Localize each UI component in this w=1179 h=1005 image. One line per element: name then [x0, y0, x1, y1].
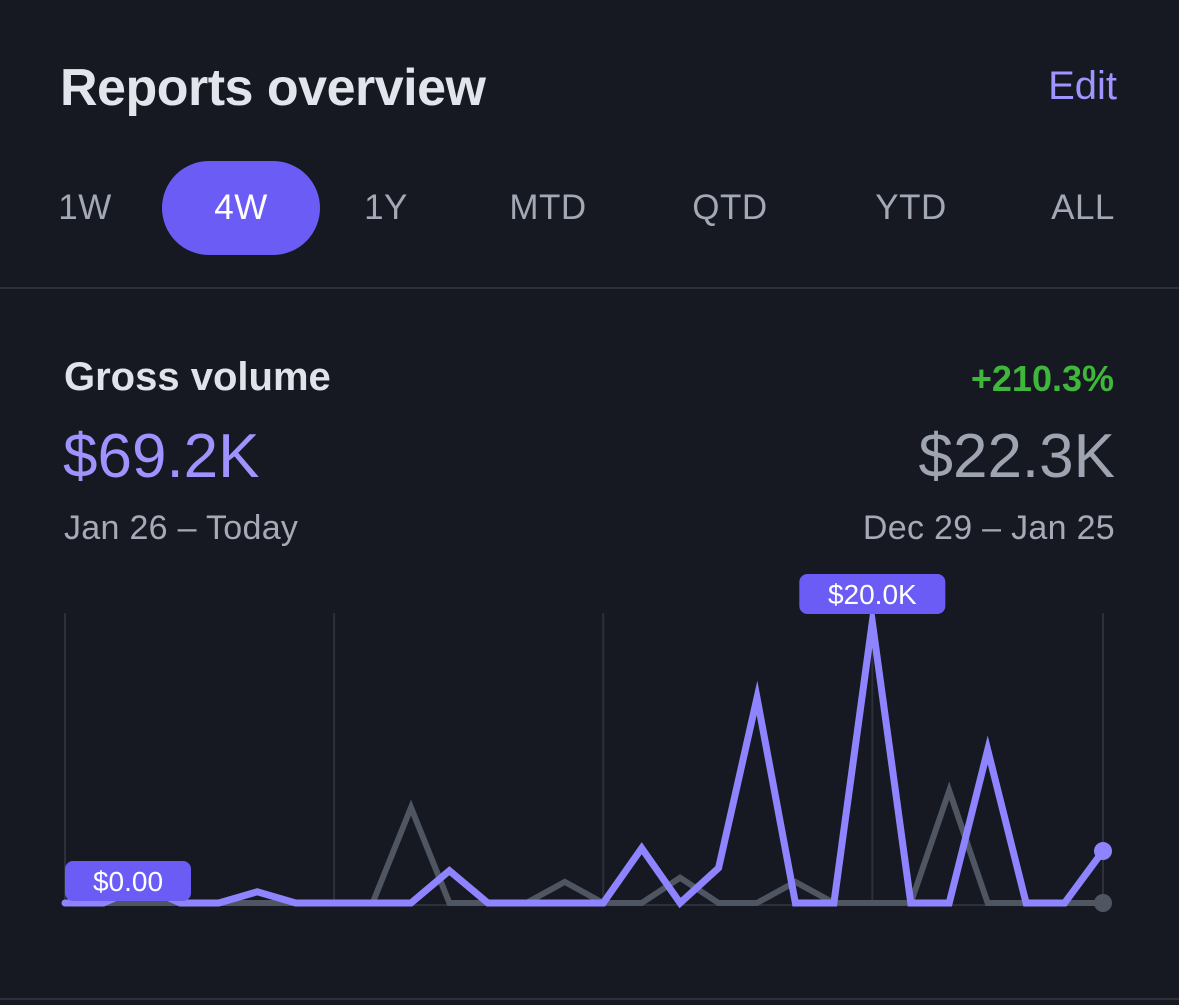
chart-value-label-badge — [799, 574, 946, 614]
tab-all[interactable]: ALL — [1051, 188, 1115, 227]
current-period-line — [61, 596, 1107, 909]
current-period-end-dot — [1094, 842, 1112, 861]
previous-date-range: Dec 29 – Jan 25 — [862, 509, 1115, 547]
tab-ytd[interactable]: YTD — [875, 188, 947, 227]
tab-1y[interactable]: 1Y — [364, 188, 408, 227]
chart-value-label: $0.00 — [93, 866, 163, 897]
previous-period-end-dot — [1094, 894, 1112, 912]
section-divider — [0, 287, 1179, 289]
metric-title: Gross volume — [64, 355, 331, 399]
tab-4w[interactable]: 4W — [162, 161, 320, 255]
gross-volume-chart[interactable]: $20.0K $0.00 — [0, 560, 1179, 940]
page-title: Reports overview — [60, 59, 486, 117]
period-tabs: 1W 4W 1Y MTD QTD YTD ALL — [0, 161, 1179, 255]
current-date-range: Jan 26 – Today — [64, 509, 299, 547]
previous-period-line — [62, 781, 1106, 906]
edit-button[interactable]: Edit — [1048, 64, 1117, 108]
current-value: $69.2K — [63, 422, 260, 491]
tab-1w[interactable]: 1W — [58, 188, 112, 227]
change-percentage: +210.3% — [970, 358, 1114, 399]
tab-mtd[interactable]: MTD — [509, 188, 587, 227]
chart-value-label-badge — [65, 861, 191, 901]
chart-value-label: $20.0K — [828, 579, 917, 610]
previous-value: $22.3K — [918, 422, 1115, 491]
bottom-divider — [0, 998, 1179, 1000]
tab-qtd[interactable]: QTD — [692, 188, 768, 227]
